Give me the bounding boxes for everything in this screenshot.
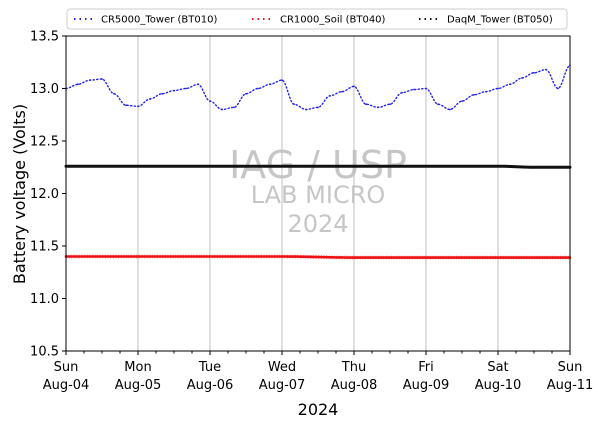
data-point bbox=[533, 71, 535, 74]
data-point bbox=[353, 256, 355, 259]
data-point bbox=[233, 106, 235, 109]
x-axis-ticks: Sun Aug-04 Mon Aug-05 Tue Aug-06 Wed Aug-07 Thu A… bbox=[43, 351, 594, 393]
x-tick-label-weekday: Thu bbox=[341, 360, 366, 375]
data-point bbox=[257, 87, 259, 90]
data-point bbox=[185, 87, 187, 90]
data-point bbox=[389, 103, 391, 106]
data-point bbox=[125, 104, 127, 107]
data-point bbox=[329, 94, 331, 97]
data-point bbox=[425, 256, 427, 259]
y-tick-label: 11.5 bbox=[30, 240, 59, 255]
data-point bbox=[209, 255, 211, 258]
y-tick-label: 12.5 bbox=[30, 135, 59, 150]
data-point bbox=[497, 165, 499, 168]
x-tick-label-weekday: Wed bbox=[268, 360, 296, 375]
series-noise-band bbox=[66, 254, 570, 260]
data-point bbox=[461, 100, 463, 102]
data-point bbox=[485, 90, 487, 93]
data-point bbox=[281, 255, 283, 258]
data-point bbox=[425, 87, 427, 90]
legend: CR5000_Tower (BT010) CR1000_Soil (BT040)… bbox=[66, 8, 568, 30]
x-tick-label-weekday: Sun bbox=[558, 360, 583, 375]
x-tick-label-weekday: Tue bbox=[198, 360, 221, 375]
x-tick-label-weekday: Fri bbox=[418, 360, 434, 375]
x-tick-label-date: Aug-09 bbox=[403, 378, 450, 393]
legend-entry-cr5000: CR5000_Tower (BT010) bbox=[74, 15, 217, 26]
x-tick-label-date: Aug-10 bbox=[475, 378, 522, 393]
data-point bbox=[305, 108, 307, 111]
legend-entry-cr1000: CR1000_Soil (BT040) bbox=[252, 15, 386, 26]
legend-label-cr5000: CR5000_Tower (BT010) bbox=[101, 15, 217, 26]
data-point bbox=[77, 83, 79, 86]
series-line bbox=[64, 164, 572, 169]
y-tick-label: 12.0 bbox=[30, 187, 59, 202]
data-point bbox=[293, 103, 295, 106]
data-point bbox=[137, 255, 139, 258]
data-point bbox=[317, 106, 319, 109]
data-point bbox=[281, 79, 283, 81]
x-tick-label-date: Aug-05 bbox=[115, 378, 162, 393]
data-series bbox=[64, 64, 572, 260]
x-tick-label-date: Aug-07 bbox=[259, 378, 306, 393]
x-tick-label-weekday: Mon bbox=[124, 360, 151, 375]
x-tick-label-weekday: Sun bbox=[54, 360, 79, 375]
data-point bbox=[113, 92, 115, 95]
legend-label-cr1000: CR1000_Soil (BT040) bbox=[280, 15, 386, 26]
data-point bbox=[533, 166, 535, 169]
data-point bbox=[353, 165, 355, 168]
data-point bbox=[281, 165, 283, 168]
y-tick-label: 13.0 bbox=[30, 82, 59, 97]
data-point bbox=[377, 106, 379, 109]
watermark-subtitle: LAB MICRO bbox=[251, 181, 386, 209]
legend-label-daqm: DaqM_Tower (BT050) bbox=[447, 15, 553, 26]
data-point bbox=[497, 87, 499, 90]
watermark-year: 2024 bbox=[287, 210, 348, 238]
data-point bbox=[137, 105, 139, 108]
data-point bbox=[209, 165, 211, 168]
data-point bbox=[473, 93, 475, 96]
data-point bbox=[149, 98, 151, 100]
data-point bbox=[221, 108, 223, 111]
x-tick-label-date: Aug-08 bbox=[331, 378, 378, 393]
x-tick-label-weekday: Sat bbox=[487, 360, 508, 375]
data-point bbox=[161, 92, 163, 95]
data-point bbox=[545, 68, 547, 71]
data-point bbox=[401, 91, 403, 94]
y-axis-title: Battery voltage (Volts) bbox=[10, 104, 29, 284]
legend-frame bbox=[66, 8, 568, 30]
data-point bbox=[137, 165, 139, 168]
data-point bbox=[173, 89, 175, 92]
x-tick-label-date: Aug-04 bbox=[43, 378, 90, 393]
data-point bbox=[209, 100, 211, 102]
x-axis-title: 2024 bbox=[298, 400, 339, 419]
x-tick-label-date: Aug-11 bbox=[547, 378, 594, 393]
series-line bbox=[64, 255, 572, 259]
data-point bbox=[521, 77, 523, 79]
y-tick-label: 10.5 bbox=[30, 345, 59, 360]
y-axis-ticks: 10.5 11.0 11.5 12.0 12.5 13.0 13.5 bbox=[30, 30, 66, 360]
data-point bbox=[413, 88, 415, 91]
data-point bbox=[437, 103, 439, 106]
data-point bbox=[557, 87, 559, 90]
data-point bbox=[197, 83, 199, 86]
data-point bbox=[89, 79, 91, 81]
y-tick-label: 13.5 bbox=[30, 30, 59, 45]
data-point bbox=[269, 83, 271, 86]
data-point bbox=[425, 165, 427, 168]
data-point bbox=[449, 108, 451, 111]
data-point bbox=[341, 90, 343, 93]
data-point bbox=[245, 92, 247, 95]
data-point bbox=[497, 256, 499, 259]
y-tick-label: 11.0 bbox=[30, 292, 59, 307]
data-point bbox=[509, 83, 511, 86]
legend-entry-daqm: DaqM_Tower (BT050) bbox=[419, 15, 553, 26]
data-point bbox=[101, 78, 103, 80]
data-point bbox=[365, 103, 367, 106]
data-point bbox=[353, 85, 355, 88]
x-tick-label-date: Aug-06 bbox=[187, 378, 234, 393]
